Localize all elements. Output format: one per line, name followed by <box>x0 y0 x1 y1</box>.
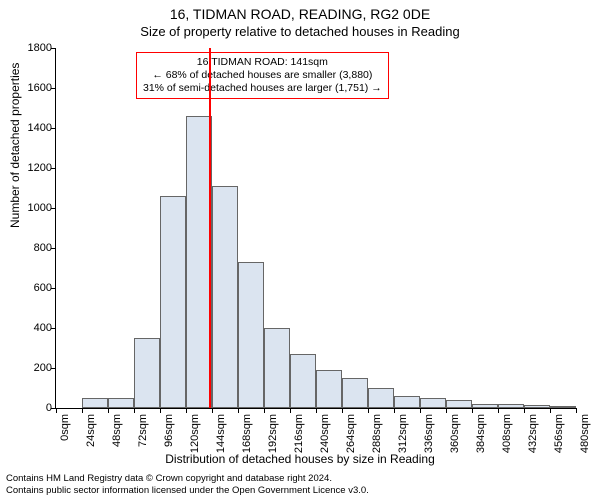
title-main: 16, TIDMAN ROAD, READING, RG2 0DE <box>0 6 600 22</box>
xtick-mark <box>446 408 447 413</box>
histogram-bar <box>212 186 238 408</box>
annotation-line1: 16 TIDMAN ROAD: 141sqm <box>143 56 382 69</box>
xtick-mark <box>472 408 473 413</box>
histogram-bar <box>420 398 446 408</box>
xtick-label: 144sqm <box>215 414 227 453</box>
ytick-label: 1000 <box>12 202 52 214</box>
xtick-mark <box>108 408 109 413</box>
histogram-bar <box>524 405 550 408</box>
xtick-mark <box>82 408 83 413</box>
xtick-mark <box>160 408 161 413</box>
xtick-label: 96sqm <box>163 414 175 447</box>
xtick-mark <box>576 408 577 413</box>
ytick-label: 800 <box>12 242 52 254</box>
histogram-bar <box>238 262 264 408</box>
histogram-bar <box>82 398 108 408</box>
histogram-bar <box>290 354 316 408</box>
xtick-label: 264sqm <box>345 414 357 453</box>
ytick-label: 600 <box>12 282 52 294</box>
ytick-label: 0 <box>12 402 52 414</box>
x-axis-label: Distribution of detached houses by size … <box>0 452 600 466</box>
xtick-mark <box>212 408 213 413</box>
xtick-mark <box>498 408 499 413</box>
histogram-bar <box>264 328 290 408</box>
xtick-label: 432sqm <box>527 414 539 453</box>
chart-container: 16, TIDMAN ROAD, READING, RG2 0DE Size o… <box>0 0 600 500</box>
xtick-label: 192sqm <box>267 414 279 453</box>
footer-line1: Contains HM Land Registry data © Crown c… <box>6 473 369 484</box>
histogram-bar <box>394 396 420 408</box>
xtick-label: 0sqm <box>59 414 71 441</box>
xtick-mark <box>550 408 551 413</box>
histogram-bar <box>316 370 342 408</box>
xtick-label: 48sqm <box>111 414 123 447</box>
xtick-mark <box>524 408 525 413</box>
xtick-label: 480sqm <box>579 414 591 453</box>
xtick-mark <box>238 408 239 413</box>
xtick-label: 120sqm <box>189 414 201 453</box>
histogram-bar <box>160 196 186 408</box>
xtick-label: 24sqm <box>85 414 97 447</box>
xtick-mark <box>316 408 317 413</box>
xtick-mark <box>134 408 135 413</box>
xtick-mark <box>56 408 57 413</box>
ytick-label: 1800 <box>12 42 52 54</box>
annotation-line2: ← 68% of detached houses are smaller (3,… <box>143 69 382 82</box>
annotation-line3: 31% of semi-detached houses are larger (… <box>143 82 382 95</box>
xtick-label: 168sqm <box>241 414 253 453</box>
histogram-bar <box>550 406 576 408</box>
histogram-bar <box>342 378 368 408</box>
xtick-mark <box>368 408 369 413</box>
xtick-mark <box>420 408 421 413</box>
ytick-label: 200 <box>12 362 52 374</box>
xtick-label: 384sqm <box>475 414 487 453</box>
xtick-label: 312sqm <box>397 414 409 453</box>
xtick-label: 456sqm <box>553 414 565 453</box>
ytick-label: 1400 <box>12 122 52 134</box>
xtick-mark <box>290 408 291 413</box>
xtick-mark <box>186 408 187 413</box>
xtick-label: 240sqm <box>319 414 331 453</box>
reference-line <box>209 48 211 408</box>
ytick-label: 400 <box>12 322 52 334</box>
ytick-label: 1600 <box>12 82 52 94</box>
xtick-label: 288sqm <box>371 414 383 453</box>
footer-attribution: Contains HM Land Registry data © Crown c… <box>6 473 369 496</box>
plot-area: 16 TIDMAN ROAD: 141sqm ← 68% of detached… <box>55 48 576 409</box>
histogram-bar <box>498 404 524 408</box>
xtick-label: 408sqm <box>501 414 513 453</box>
histogram-bar <box>368 388 394 408</box>
histogram-bar <box>472 404 498 408</box>
ytick-label: 1200 <box>12 162 52 174</box>
title-sub: Size of property relative to detached ho… <box>0 24 600 39</box>
histogram-bar <box>134 338 160 408</box>
histogram-bar <box>446 400 472 408</box>
xtick-label: 360sqm <box>449 414 461 453</box>
annotation-box: 16 TIDMAN ROAD: 141sqm ← 68% of detached… <box>136 52 389 99</box>
xtick-label: 336sqm <box>423 414 435 453</box>
xtick-mark <box>394 408 395 413</box>
xtick-label: 216sqm <box>293 414 305 453</box>
histogram-bar <box>108 398 134 408</box>
xtick-label: 72sqm <box>137 414 149 447</box>
xtick-mark <box>342 408 343 413</box>
footer-line2: Contains public sector information licen… <box>6 485 369 496</box>
xtick-mark <box>264 408 265 413</box>
